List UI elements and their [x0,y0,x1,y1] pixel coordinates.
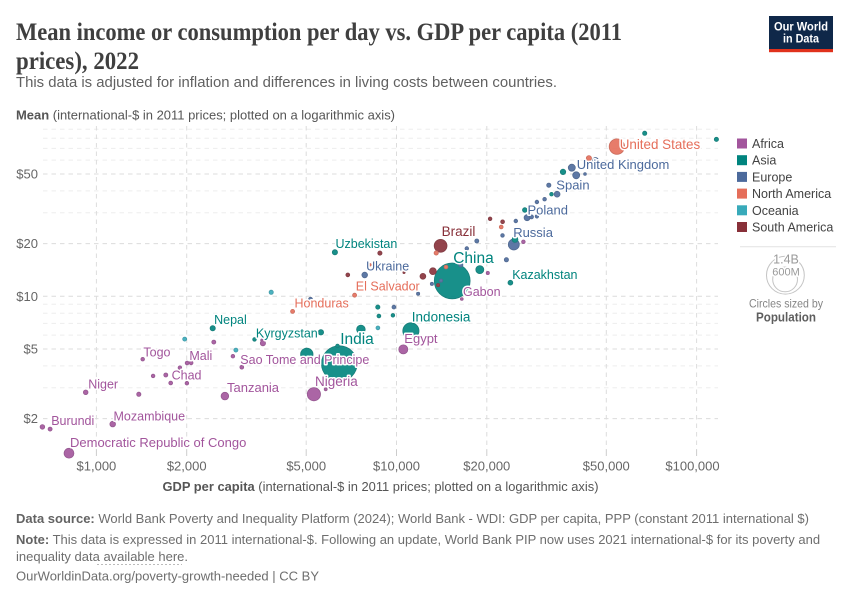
svg-text:Poland: Poland [528,203,568,218]
svg-text:Gabon: Gabon [463,285,501,299]
svg-text:Burundi: Burundi [51,414,94,428]
svg-text:Our World: Our World [774,20,828,34]
svg-text:Togo: Togo [143,346,170,360]
svg-text:OurWorldinData.org/poverty-gro: OurWorldinData.org/poverty-growth-needed… [16,569,319,584]
svg-text:Honduras: Honduras [295,297,349,311]
svg-text:Kazakhstan: Kazakhstan [512,268,577,282]
svg-text:Ukraine: Ukraine [366,259,409,273]
svg-text:Uzbekistan: Uzbekistan [336,237,398,251]
svg-text:inequality data available here: inequality data available here. [16,549,188,564]
svg-text:$20: $20 [16,236,38,251]
svg-text:Africa: Africa [752,137,784,151]
svg-text:Mali: Mali [189,349,212,363]
svg-text:North America: North America [752,187,831,201]
svg-text:Sao Tome and Principe: Sao Tome and Principe [240,353,369,367]
svg-text:This data is adjusted for infl: This data is adjusted for inflation and … [16,74,557,91]
svg-text:China: China [453,250,494,267]
svg-text:Chad: Chad [172,369,202,383]
svg-text:$20,000: $20,000 [463,459,510,474]
svg-text:Population: Population [756,311,816,325]
svg-text:Mean (international-$ in 2011: Mean (international-$ in 2011 prices; pl… [16,109,395,123]
svg-text:$2: $2 [24,411,38,426]
svg-text:$5,000: $5,000 [286,459,326,474]
svg-text:Egypt: Egypt [404,331,438,346]
svg-text:Indonesia: Indonesia [412,310,471,325]
svg-text:El Salvador: El Salvador [356,280,420,294]
svg-text:Nigeria: Nigeria [315,374,358,389]
svg-text:Spain: Spain [556,178,589,193]
svg-text:Niger: Niger [88,378,118,392]
svg-text:Data source: World Bank Povert: Data source: World Bank Poverty and Ineq… [16,511,809,526]
svg-text:United States: United States [620,136,701,152]
svg-text:Oceania: Oceania [752,204,799,218]
svg-text:in Data: in Data [783,32,819,46]
svg-text:GDP per capita (international-: GDP per capita (international-$ in 2011 … [163,480,599,494]
svg-text:Mozambique: Mozambique [114,409,186,423]
svg-text:$50: $50 [16,167,38,182]
svg-text:$2,000: $2,000 [167,459,207,474]
svg-text:$10: $10 [16,289,38,304]
svg-text:Europe: Europe [752,170,792,184]
svg-text:Asia: Asia [752,154,776,168]
svg-text:Kyrgyzstan: Kyrgyzstan [256,326,318,340]
svg-text:$1,000: $1,000 [77,459,117,474]
svg-text:600M: 600M [772,267,800,279]
svg-text:Democratic Republic of Congo: Democratic Republic of Congo [70,435,246,450]
svg-text:South America: South America [752,221,833,235]
svg-text:$50,000: $50,000 [583,459,630,474]
svg-text:United Kingdom: United Kingdom [577,157,670,172]
svg-text:Tanzania: Tanzania [227,380,280,395]
svg-text:India: India [340,331,374,348]
svg-text:1.4B: 1.4B [773,253,799,267]
svg-text:Circles sized by: Circles sized by [749,297,823,311]
svg-text:Brazil: Brazil [442,224,476,239]
svg-text:Note: This data is expressed i: Note: This data is expressed in 2011 int… [16,532,820,547]
svg-text:$100,000: $100,000 [665,459,719,474]
svg-text:$5: $5 [24,342,38,357]
svg-text:Russia: Russia [513,225,554,240]
svg-text:Mean income or consumption per: Mean income or consumption per day vs. G… [16,19,622,46]
svg-text:$10,000: $10,000 [373,459,420,474]
svg-text:prices), 2022: prices), 2022 [16,48,139,75]
svg-text:Nepal: Nepal [214,313,247,327]
